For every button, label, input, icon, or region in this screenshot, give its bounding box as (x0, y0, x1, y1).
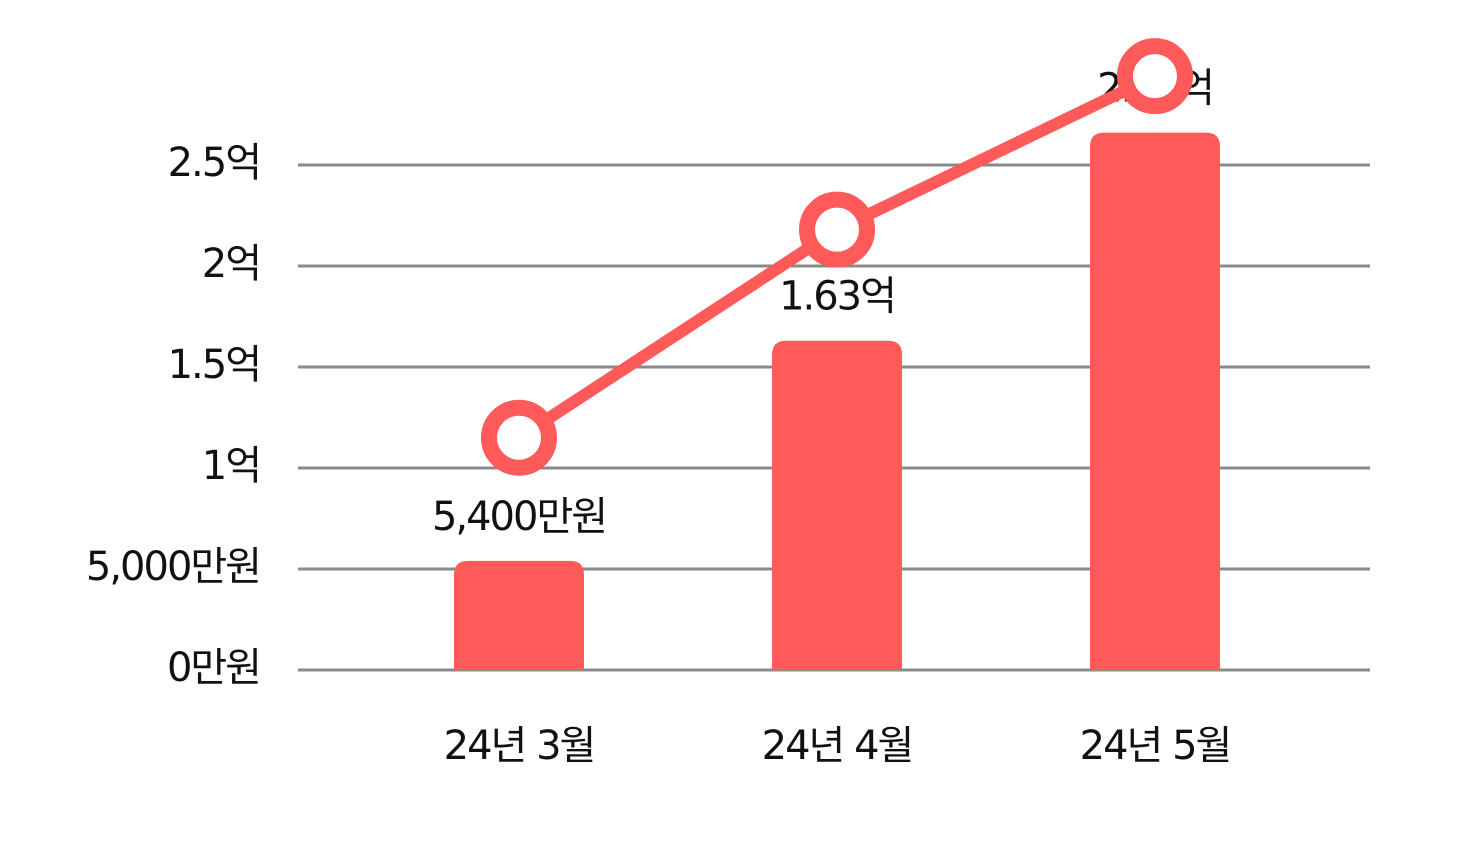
x-tick-label: 24년 5월 (1080, 723, 1231, 769)
line-marker (799, 191, 875, 268)
y-tick-label: 1.5억 (168, 342, 260, 388)
y-tick-label: 2억 (202, 241, 260, 287)
bar (454, 560, 584, 670)
x-tick-label: 24년 3월 (444, 723, 595, 769)
data-label: 5,400만원 (432, 494, 606, 540)
y-tick-label: 2.5억 (168, 140, 260, 186)
bar (772, 340, 902, 670)
bar (1090, 132, 1220, 670)
x-tick-label: 24년 4월 (762, 723, 913, 769)
y-tick-label: 5,000만원 (86, 544, 260, 590)
data-label: 1.63억 (779, 274, 895, 320)
line-marker (1117, 38, 1193, 115)
y-tick-label: 0만원 (167, 645, 260, 691)
line-marker (481, 399, 557, 476)
y-tick-label: 1억 (202, 443, 260, 489)
